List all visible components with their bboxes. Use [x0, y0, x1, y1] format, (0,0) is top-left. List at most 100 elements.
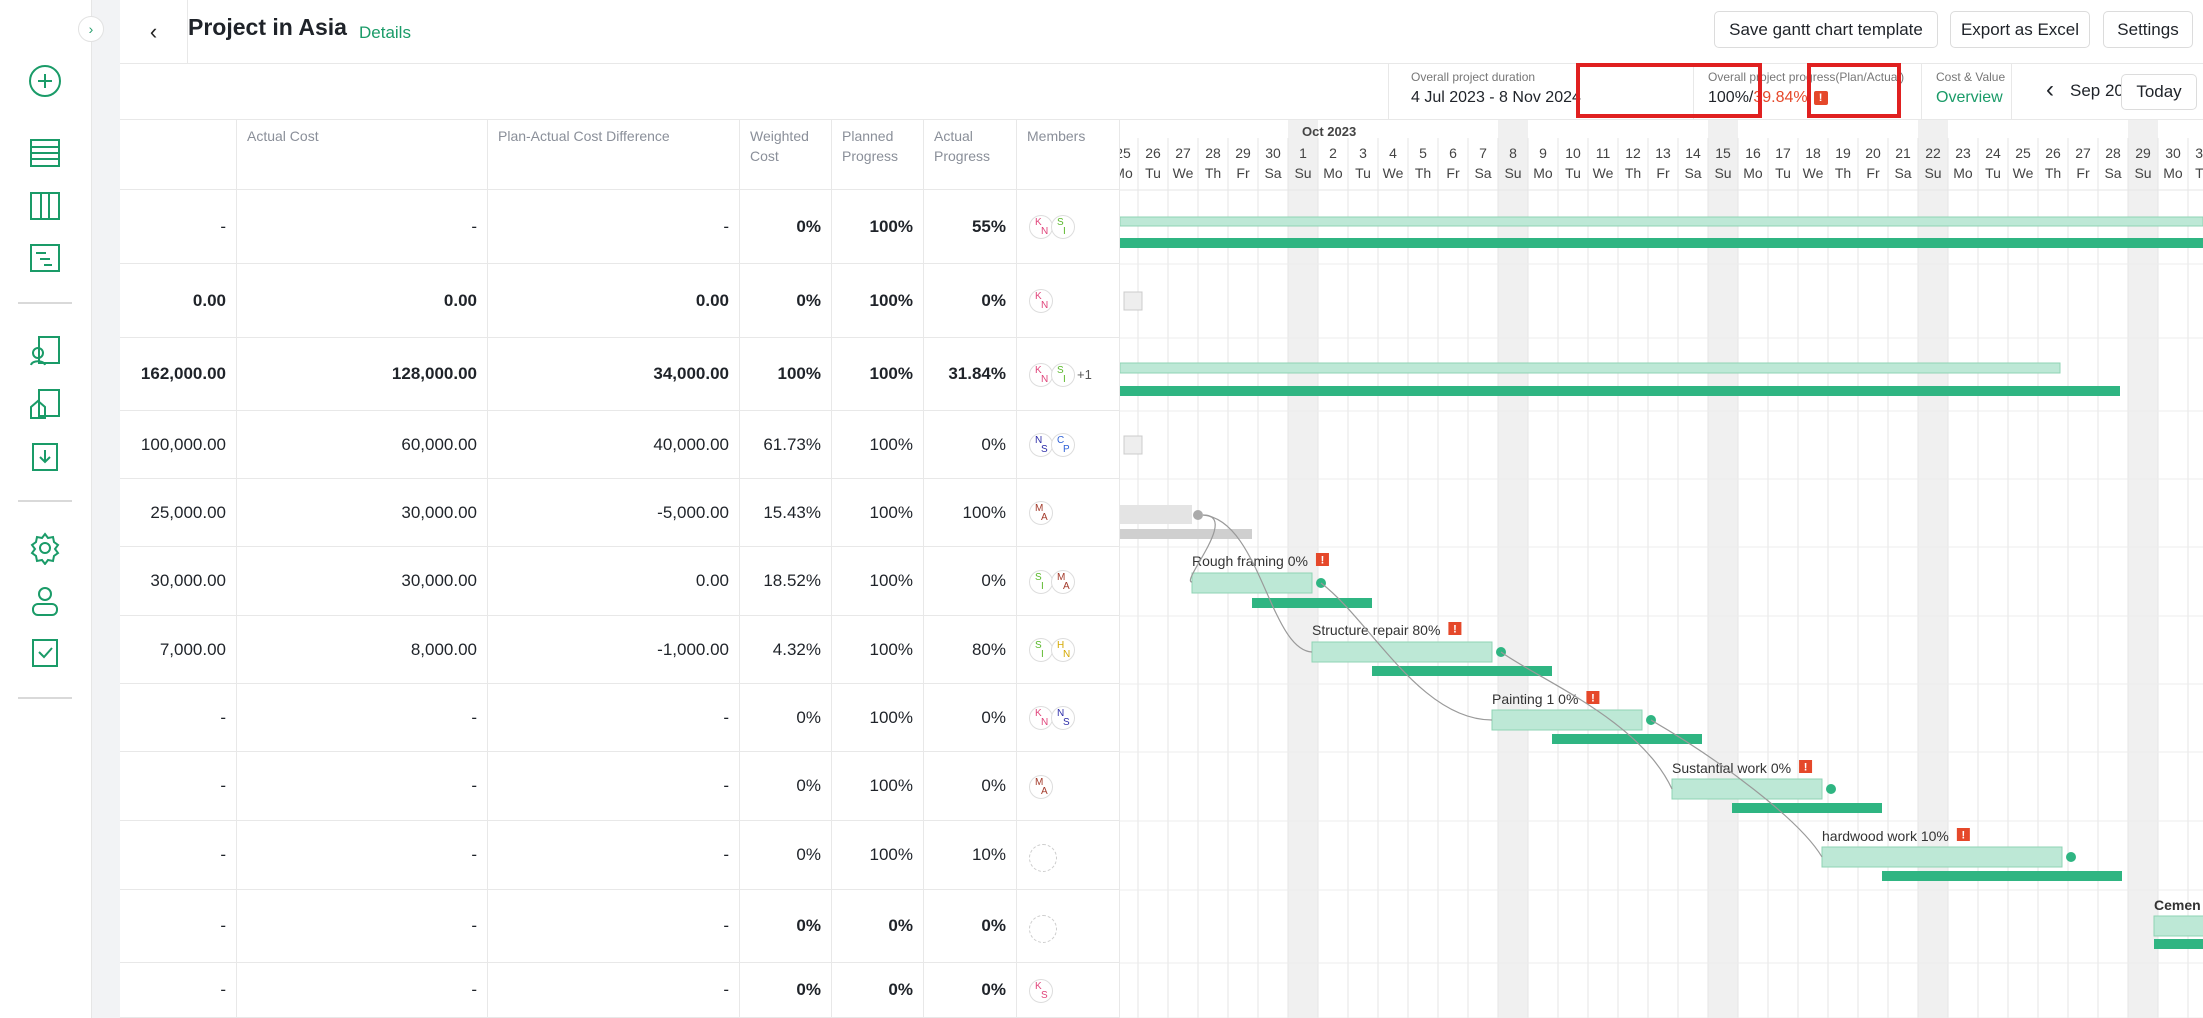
warning-mark: ! — [1804, 762, 1808, 774]
task-check-icon[interactable] — [26, 633, 64, 671]
table-row[interactable]: - - -0% 0% 0% — [120, 890, 1120, 963]
collapse-arrow-icon[interactable] — [1123, 291, 1143, 311]
summary-actual-bar[interactable] — [1120, 238, 2203, 248]
empty-avatar[interactable] — [1029, 843, 1057, 872]
collapse-arrow-icon[interactable] — [1123, 435, 1143, 455]
dependency-handle[interactable] — [2066, 852, 2076, 862]
gantt-view-icon[interactable] — [26, 239, 64, 277]
cell-actual-progress: 0% — [924, 411, 1017, 478]
day-number: 18 — [1805, 145, 1821, 161]
table-row[interactable]: 30,000.00 30,000.00 0.00 18.52% 100% 0% S I M A — [120, 547, 1120, 616]
details-link[interactable]: Details — [359, 23, 411, 42]
column-header-cost-difference[interactable]: Plan-Actual Cost Difference — [488, 120, 740, 190]
task-plan-bar[interactable] — [1311, 641, 1493, 663]
day-number: 9 — [1539, 145, 1547, 161]
profile-icon[interactable] — [26, 582, 64, 620]
settings-button[interactable]: Settings — [2103, 11, 2193, 48]
column-header-actual-progress[interactable]: Actual Progress — [924, 120, 1017, 190]
column-header-members[interactable]: Members — [1017, 120, 1120, 190]
more-members-badge[interactable]: +1 — [1077, 366, 1092, 382]
warning-mark: ! — [1321, 555, 1325, 567]
add-icon[interactable] — [26, 62, 64, 100]
dependency-handle[interactable] — [1826, 784, 1836, 794]
home-report-icon[interactable] — [26, 385, 64, 423]
day-weekday: Sa — [1474, 165, 1491, 181]
group-actual-bar[interactable] — [1120, 386, 2120, 396]
column-header-weighted-cost[interactable]: Weighted Cost — [740, 120, 832, 190]
column-header-planned-cost[interactable] — [120, 120, 237, 190]
table-row[interactable]: 100,000.00 60,000.00 40,000.00 61.73% 100% 0%… — [120, 411, 1120, 479]
export-excel-button[interactable]: Export as Excel — [1950, 11, 2090, 48]
day-number: 22 — [1925, 145, 1941, 161]
today-button[interactable]: Today — [2121, 74, 2197, 110]
task-plan-bar[interactable] — [2153, 915, 2203, 937]
back-button[interactable]: ‹ — [120, 0, 188, 64]
save-template-button[interactable]: Save gantt chart template — [1714, 11, 1938, 48]
table-row[interactable]: 7,000.00 8,000.00 -1,000.00 4.32% 100% 80% S I H… — [120, 616, 1120, 684]
summary-plan-bar[interactable] — [1120, 216, 2203, 227]
day-weekday: Th — [1835, 165, 1851, 181]
done-plan-bar[interactable] — [1120, 505, 1192, 524]
day-weekday: We — [1803, 165, 1824, 181]
table-row[interactable]: 162,000.00 128,000.00 34,000.00 100% 100% 31.… — [120, 338, 1120, 411]
left-sidebar — [0, 0, 92, 1018]
progress-value: 100%/39.84%! — [1708, 89, 1913, 107]
cell-cost-difference: 40,000.00 — [488, 411, 740, 478]
prev-month-button[interactable]: ‹ — [2046, 76, 2054, 103]
group-plan-bar[interactable] — [1120, 362, 2061, 374]
task-actual-bar[interactable] — [1552, 734, 1702, 744]
overview-link[interactable]: Overview — [1936, 89, 2003, 106]
user-report-icon[interactable] — [26, 332, 64, 370]
task-plan-bar[interactable] — [1671, 778, 1823, 800]
task-actual-bar[interactable] — [1372, 666, 1552, 676]
list-view-icon[interactable] — [26, 134, 64, 172]
task-actual-bar[interactable] — [1252, 598, 1372, 608]
empty-avatar[interactable] — [1029, 914, 1057, 943]
day-weekday: Fr — [2076, 165, 2090, 181]
table-row[interactable]: - - -0% 100% 0% M A — [120, 752, 1120, 821]
table-row[interactable]: - - -0% 100% 0% K N N S — [120, 684, 1120, 752]
table-row[interactable]: 25,000.00 30,000.00 -5,000.00 15.43% 100% 100… — [120, 479, 1120, 547]
settings-icon[interactable] — [26, 529, 64, 567]
cell-actual-cost: 30,000.00 — [237, 479, 488, 546]
download-doc-icon[interactable] — [26, 437, 64, 475]
cell-planned-cost: 0.00 — [120, 264, 237, 337]
cell-planned-cost: - — [120, 963, 237, 1017]
task-actual-bar[interactable] — [1732, 803, 1882, 813]
board-view-icon[interactable] — [26, 187, 64, 225]
cell-cost-difference: 0.00 — [488, 264, 740, 337]
day-number: 28 — [2105, 145, 2121, 161]
done-actual-bar[interactable] — [1120, 529, 1252, 539]
column-header-planned-progress[interactable]: Planned Progress — [832, 120, 924, 190]
table-row[interactable]: - - -0% 100% 55% K N S I — [120, 190, 1120, 264]
warning-mark: ! — [1453, 624, 1457, 636]
expand-sidebar-button[interactable]: › — [78, 16, 104, 42]
column-header-actual-cost[interactable]: Actual Cost — [237, 120, 488, 190]
task-actual-bar[interactable] — [1882, 871, 2122, 881]
cell-members — [1017, 890, 1120, 962]
cell-actual-progress: 31.84% — [924, 338, 1017, 410]
task-plan-bar[interactable] — [1821, 846, 2063, 868]
task-actual-bar[interactable] — [2154, 939, 2203, 949]
table-row[interactable]: - - -0% 100% 10% — [120, 821, 1120, 890]
progress-block: Overall project progress(Plan/Actual) 10… — [1693, 64, 1921, 120]
table-row[interactable]: - - -0% 0% 0% K S — [120, 963, 1120, 1018]
table-row[interactable]: 0.00 0.00 0.00 0% 100% 0% K N — [120, 264, 1120, 338]
task-plan-bar[interactable] — [1191, 572, 1313, 594]
